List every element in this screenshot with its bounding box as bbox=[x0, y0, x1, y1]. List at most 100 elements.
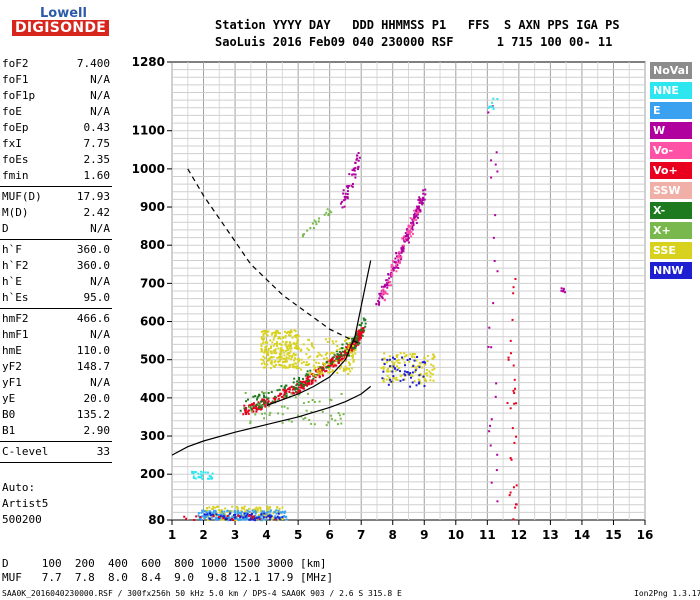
echo-point bbox=[406, 230, 409, 233]
echo-point bbox=[491, 105, 494, 108]
echo-point bbox=[230, 510, 233, 513]
echo-point bbox=[396, 365, 399, 368]
echo-point bbox=[287, 334, 290, 337]
echo-point bbox=[220, 513, 223, 516]
echo-point bbox=[423, 360, 426, 363]
echo-point bbox=[415, 218, 418, 221]
echo-point bbox=[352, 337, 355, 340]
echo-point bbox=[242, 413, 245, 416]
echo-point bbox=[297, 414, 300, 417]
echo-point bbox=[245, 406, 248, 409]
echo-point bbox=[401, 356, 404, 359]
param-name: foE bbox=[2, 105, 22, 118]
profile-curve-0 bbox=[171, 385, 372, 456]
echo-point bbox=[310, 379, 313, 382]
echo-point bbox=[294, 357, 297, 360]
echo-point bbox=[301, 235, 304, 238]
echo-point bbox=[295, 347, 298, 350]
echo-point bbox=[408, 225, 411, 228]
echo-point bbox=[335, 355, 338, 358]
echo-point bbox=[287, 388, 290, 391]
echo-point bbox=[415, 222, 418, 225]
echo-point bbox=[344, 368, 347, 371]
echo-point bbox=[261, 510, 264, 513]
echo-point bbox=[277, 347, 280, 350]
echo-point bbox=[496, 170, 499, 173]
echo-point bbox=[222, 512, 225, 515]
x-tick-label: 6 bbox=[325, 528, 333, 542]
echo-point bbox=[348, 361, 351, 364]
echo-point bbox=[341, 206, 344, 209]
echo-point bbox=[300, 368, 303, 371]
echo-point bbox=[351, 173, 354, 176]
echo-point bbox=[264, 346, 267, 349]
echo-point bbox=[330, 358, 333, 361]
echo-point bbox=[297, 386, 300, 389]
echo-point bbox=[207, 513, 210, 516]
parameter-panel: foF2 7.400 foF1 N/A foF1p N/A foE N/A foEp 0.43 fx… bbox=[0, 56, 112, 465]
echo-point bbox=[421, 361, 424, 364]
echo-point bbox=[509, 457, 512, 460]
echo-point bbox=[314, 376, 317, 379]
echo-point bbox=[266, 508, 269, 511]
echo-point bbox=[265, 513, 268, 516]
echo-point bbox=[206, 515, 209, 518]
echo-point bbox=[398, 260, 401, 263]
footer-muf-line: MUF 7.7 7.8 8.0 8.4 9.0 9.8 12.1 17.9 [M… bbox=[2, 571, 334, 584]
echo-point bbox=[423, 363, 426, 366]
echo-point bbox=[302, 387, 305, 390]
echo-point bbox=[403, 355, 406, 358]
echo-point bbox=[515, 484, 518, 487]
echo-point bbox=[328, 359, 331, 362]
echo-point bbox=[336, 358, 339, 361]
legend-item-vo: Vo- bbox=[650, 142, 692, 159]
echo-point bbox=[345, 359, 348, 362]
echo-point bbox=[287, 352, 290, 355]
param-name: hmF1 bbox=[2, 328, 29, 341]
echo-point bbox=[275, 332, 278, 335]
echo-point bbox=[423, 198, 426, 201]
echo-point bbox=[302, 377, 305, 380]
echo-point bbox=[211, 516, 214, 519]
echo-point bbox=[272, 397, 275, 400]
echo-point bbox=[297, 391, 300, 394]
echo-point bbox=[281, 396, 284, 399]
echo-point bbox=[260, 400, 263, 403]
echo-point bbox=[251, 517, 254, 520]
echo-point bbox=[418, 364, 421, 367]
echo-point bbox=[317, 220, 320, 223]
echo-point bbox=[351, 185, 354, 188]
echo-point bbox=[275, 509, 278, 512]
echo-point bbox=[290, 330, 293, 333]
echo-point bbox=[254, 510, 257, 513]
echo-point bbox=[261, 391, 264, 394]
echo-point bbox=[276, 341, 279, 344]
echo-point bbox=[312, 227, 315, 230]
echo-point bbox=[262, 516, 265, 519]
echo-point bbox=[418, 381, 421, 384]
echo-point bbox=[224, 517, 227, 520]
echo-point bbox=[364, 318, 367, 321]
echo-point bbox=[429, 379, 432, 382]
echo-point bbox=[385, 370, 388, 373]
echo-point bbox=[302, 361, 305, 364]
param-name: yF2 bbox=[2, 360, 22, 373]
echo-point bbox=[381, 377, 384, 380]
echo-point bbox=[297, 346, 300, 349]
echo-point bbox=[281, 506, 284, 509]
echo-point bbox=[419, 209, 422, 212]
echo-point bbox=[267, 347, 270, 350]
echo-point bbox=[396, 354, 399, 357]
echo-point bbox=[308, 363, 311, 366]
echo-point bbox=[320, 371, 323, 374]
echo-point bbox=[310, 382, 313, 385]
echo-point bbox=[294, 390, 297, 393]
legend-item-vo: Vo+ bbox=[650, 162, 692, 179]
echo-point bbox=[281, 421, 284, 424]
echo-point bbox=[378, 301, 381, 304]
echo-point bbox=[311, 222, 314, 225]
echo-point bbox=[399, 375, 402, 378]
echo-point bbox=[280, 516, 283, 519]
echo-point bbox=[290, 420, 293, 423]
echo-point bbox=[285, 392, 288, 395]
